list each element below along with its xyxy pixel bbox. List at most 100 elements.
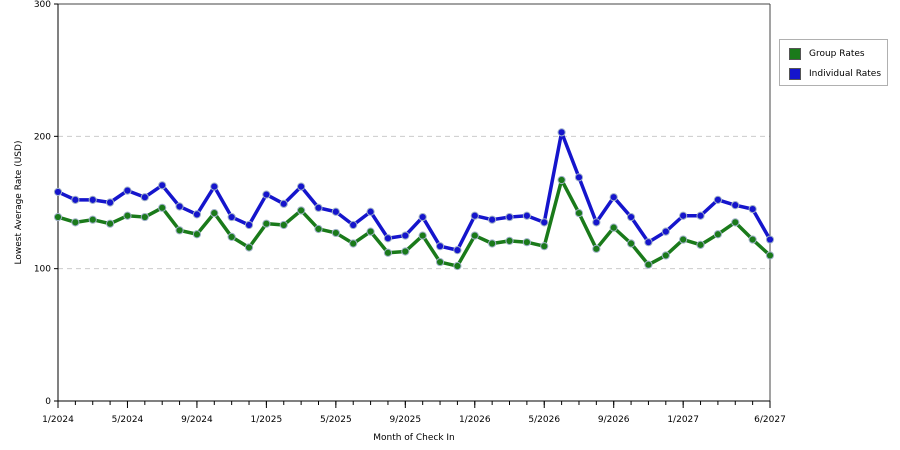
data-point-group-rates xyxy=(349,239,358,248)
data-point-individual-rates xyxy=(765,235,775,244)
x-tick-label: 6/2027 xyxy=(754,415,786,425)
data-point-group-rates xyxy=(262,219,271,228)
data-point-group-rates xyxy=(383,248,393,257)
data-point-group-rates xyxy=(140,212,149,222)
data-point-individual-rates xyxy=(592,218,601,227)
data-point-group-rates xyxy=(522,238,531,247)
data-point-individual-rates xyxy=(609,193,618,202)
data-point-individual-rates xyxy=(748,205,757,214)
data-point-individual-rates xyxy=(644,238,653,247)
data-point-individual-rates xyxy=(262,190,271,199)
data-point-individual-rates xyxy=(557,128,566,137)
data-point-group-rates xyxy=(244,243,254,252)
x-tick-label: 9/2025 xyxy=(389,415,421,425)
data-point-group-rates xyxy=(592,244,601,253)
y-axis-title: Lowest Average Rate (USD) xyxy=(14,141,24,265)
x-tick-label: 1/2027 xyxy=(667,415,699,425)
data-point-group-rates xyxy=(644,260,653,269)
x-tick-label: 9/2024 xyxy=(181,415,213,425)
data-point-group-rates xyxy=(227,232,236,242)
legend-swatch-individual-rates xyxy=(789,68,801,80)
chart-legend: Group Rates Individual Rates xyxy=(779,39,888,86)
data-point-group-rates xyxy=(210,208,219,218)
data-point-group-rates xyxy=(314,224,323,234)
data-point-group-rates xyxy=(401,247,410,256)
data-point-group-rates xyxy=(488,239,497,248)
data-point-group-rates xyxy=(53,212,63,222)
data-point-group-rates xyxy=(540,242,549,251)
data-point-individual-rates xyxy=(53,187,63,197)
data-point-group-rates xyxy=(661,251,670,260)
data-point-individual-rates xyxy=(679,211,688,220)
x-axis-title: Month of Check In xyxy=(373,433,455,443)
legend-label-group-rates: Group Rates xyxy=(809,49,865,59)
data-point-individual-rates xyxy=(696,211,705,220)
data-point-individual-rates xyxy=(158,181,167,190)
data-point-individual-rates xyxy=(88,195,97,204)
data-point-individual-rates xyxy=(227,212,236,222)
data-point-group-rates xyxy=(366,227,375,236)
data-point-group-rates xyxy=(192,230,202,239)
data-point-group-rates xyxy=(88,215,97,224)
data-point-group-rates xyxy=(453,261,462,271)
data-point-group-rates xyxy=(158,203,167,212)
data-point-individual-rates xyxy=(661,227,670,236)
data-point-individual-rates xyxy=(123,186,132,195)
data-point-group-rates xyxy=(748,235,757,244)
y-tick-label: 100 xyxy=(34,265,51,275)
legend-swatch-group-rates xyxy=(789,48,801,60)
data-point-individual-rates xyxy=(279,199,288,208)
data-point-individual-rates xyxy=(401,231,410,240)
y-tick-label: 0 xyxy=(45,397,51,407)
data-point-group-rates xyxy=(418,231,427,240)
data-point-group-rates xyxy=(626,239,636,248)
x-tick-label: 1/2026 xyxy=(459,415,491,425)
data-point-group-rates xyxy=(331,228,340,238)
data-point-individual-rates xyxy=(71,195,80,204)
data-point-group-rates xyxy=(105,219,115,228)
data-point-individual-rates xyxy=(435,242,445,251)
data-point-individual-rates xyxy=(175,202,184,211)
data-point-individual-rates xyxy=(105,198,115,207)
data-point-group-rates xyxy=(765,251,775,260)
data-point-group-rates xyxy=(505,236,514,245)
data-point-individual-rates xyxy=(140,193,149,202)
x-tick-label: 5/2026 xyxy=(528,415,560,425)
data-point-group-rates xyxy=(71,218,80,227)
data-point-group-rates xyxy=(279,220,288,230)
data-point-individual-rates xyxy=(418,212,427,222)
data-point-group-rates xyxy=(435,257,445,267)
data-point-individual-rates xyxy=(192,210,202,219)
legend-label-individual-rates: Individual Rates xyxy=(809,69,882,79)
data-point-group-rates xyxy=(609,223,618,232)
data-point-group-rates xyxy=(731,218,740,227)
data-point-group-rates xyxy=(175,226,184,235)
data-point-individual-rates xyxy=(505,212,514,222)
x-tick-label: 9/2026 xyxy=(598,415,630,425)
data-point-individual-rates xyxy=(349,220,358,230)
data-point-individual-rates xyxy=(626,212,636,222)
data-point-individual-rates xyxy=(488,215,497,224)
data-point-individual-rates xyxy=(314,203,323,212)
data-point-group-rates xyxy=(470,231,479,240)
y-tick-label: 200 xyxy=(34,132,51,142)
data-point-individual-rates xyxy=(522,211,531,220)
legend-item-individual-rates: Individual Rates xyxy=(789,67,881,81)
data-point-individual-rates xyxy=(383,234,393,243)
data-point-individual-rates xyxy=(210,182,219,191)
x-tick-label: 5/2025 xyxy=(320,415,352,425)
x-tick-label: 1/2025 xyxy=(251,415,283,425)
data-point-individual-rates xyxy=(731,201,740,210)
data-point-group-rates xyxy=(696,240,705,249)
data-point-individual-rates xyxy=(713,195,723,204)
data-point-group-rates xyxy=(574,208,584,218)
legend-item-group-rates: Group Rates xyxy=(789,47,865,61)
data-point-group-rates xyxy=(557,175,566,185)
data-point-individual-rates xyxy=(574,173,584,182)
data-point-individual-rates xyxy=(453,246,462,255)
data-point-individual-rates xyxy=(366,207,375,216)
data-point-individual-rates xyxy=(540,218,549,227)
x-tick-label: 1/2024 xyxy=(42,415,74,425)
data-point-individual-rates xyxy=(331,207,340,216)
